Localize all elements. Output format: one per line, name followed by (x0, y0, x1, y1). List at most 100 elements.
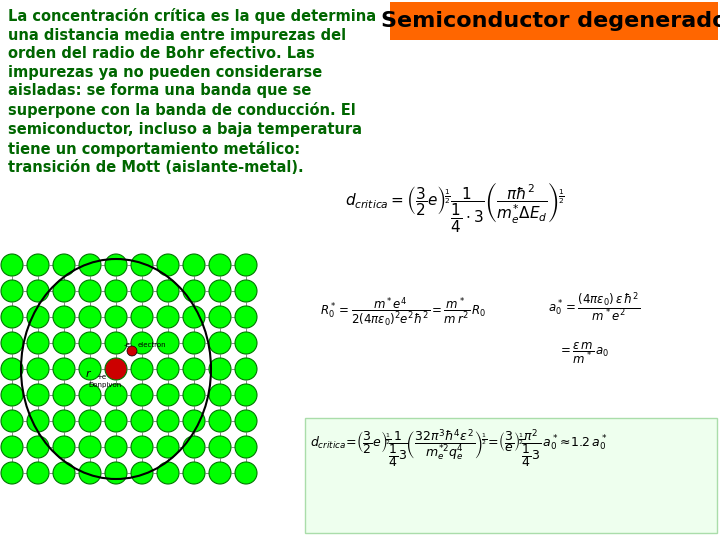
Circle shape (183, 332, 205, 354)
Circle shape (27, 462, 49, 484)
Circle shape (27, 384, 49, 406)
Circle shape (79, 254, 101, 276)
Circle shape (1, 306, 23, 328)
Text: $R_0^* = \dfrac{m^* e^4}{2(4\pi\epsilon_0)^2 e^2 \hbar^2} = \dfrac{m^*}{m\,r^2}\: $R_0^* = \dfrac{m^* e^4}{2(4\pi\epsilon_… (320, 295, 487, 328)
Circle shape (183, 410, 205, 432)
Text: electron: electron (138, 342, 166, 348)
Circle shape (79, 358, 101, 380)
Circle shape (183, 436, 205, 458)
Circle shape (79, 332, 101, 354)
Text: +e: +e (96, 374, 106, 380)
Circle shape (131, 358, 153, 380)
Circle shape (209, 332, 231, 354)
Circle shape (105, 254, 127, 276)
Text: $d_{critica} = \left(\dfrac{3}{2}e\right)^{\!\frac{1}{2}}\dfrac{1}{\dfrac{1}{4}\: $d_{critica} = \left(\dfrac{3}{2}e\right… (345, 180, 565, 234)
Circle shape (79, 410, 101, 432)
Circle shape (183, 384, 205, 406)
Circle shape (79, 306, 101, 328)
Circle shape (1, 436, 23, 458)
Text: La concentración crítica es la que determina
una distancia media entre impurezas: La concentración crítica es la que deter… (8, 8, 376, 176)
Circle shape (53, 254, 75, 276)
Circle shape (235, 280, 257, 302)
Text: $a_0^* = \dfrac{(4\pi\epsilon_0)\,\epsilon\,\hbar^2}{m^* e^2}$: $a_0^* = \dfrac{(4\pi\epsilon_0)\,\epsil… (548, 290, 640, 323)
Circle shape (131, 462, 153, 484)
Circle shape (131, 436, 153, 458)
Circle shape (105, 410, 127, 432)
Circle shape (131, 254, 153, 276)
Circle shape (183, 254, 205, 276)
Circle shape (131, 384, 153, 406)
Circle shape (105, 280, 127, 302)
Circle shape (79, 384, 101, 406)
Circle shape (53, 358, 75, 380)
Circle shape (183, 280, 205, 302)
Circle shape (235, 254, 257, 276)
Circle shape (27, 410, 49, 432)
Circle shape (157, 384, 179, 406)
Circle shape (53, 462, 75, 484)
Circle shape (209, 306, 231, 328)
Circle shape (53, 280, 75, 302)
Circle shape (53, 410, 75, 432)
Circle shape (235, 436, 257, 458)
Circle shape (27, 306, 49, 328)
Circle shape (27, 332, 49, 354)
Circle shape (235, 332, 257, 354)
Circle shape (209, 410, 231, 432)
Circle shape (53, 332, 75, 354)
Circle shape (183, 462, 205, 484)
Circle shape (235, 410, 257, 432)
Circle shape (131, 332, 153, 354)
Circle shape (131, 306, 153, 328)
Circle shape (209, 384, 231, 406)
Circle shape (183, 358, 205, 380)
Circle shape (127, 346, 137, 356)
Circle shape (157, 332, 179, 354)
Circle shape (131, 280, 153, 302)
Circle shape (157, 462, 179, 484)
Circle shape (235, 306, 257, 328)
Circle shape (27, 254, 49, 276)
Circle shape (157, 358, 179, 380)
Circle shape (157, 280, 179, 302)
Circle shape (157, 410, 179, 432)
Circle shape (157, 436, 179, 458)
Circle shape (105, 358, 127, 380)
Circle shape (79, 462, 101, 484)
Circle shape (1, 332, 23, 354)
Circle shape (53, 384, 75, 406)
Circle shape (209, 254, 231, 276)
Circle shape (105, 462, 127, 484)
Circle shape (27, 358, 49, 380)
Circle shape (53, 436, 75, 458)
Circle shape (235, 384, 257, 406)
Circle shape (1, 462, 23, 484)
Circle shape (209, 462, 231, 484)
FancyBboxPatch shape (305, 418, 717, 533)
Text: -e: -e (124, 342, 131, 348)
Circle shape (105, 384, 127, 406)
Circle shape (235, 462, 257, 484)
Circle shape (53, 306, 75, 328)
Circle shape (27, 280, 49, 302)
Circle shape (79, 280, 101, 302)
Text: r: r (86, 369, 91, 379)
Circle shape (105, 332, 127, 354)
Circle shape (1, 358, 23, 380)
Circle shape (27, 436, 49, 458)
Circle shape (105, 436, 127, 458)
FancyBboxPatch shape (390, 2, 718, 40)
Text: Semiconductor degenerado: Semiconductor degenerado (381, 11, 720, 31)
Circle shape (235, 358, 257, 380)
Circle shape (209, 280, 231, 302)
Circle shape (1, 280, 23, 302)
Circle shape (1, 254, 23, 276)
Circle shape (1, 410, 23, 432)
Circle shape (209, 436, 231, 458)
Text: $= \dfrac{\epsilon\, m}{m^*}\,a_0$: $= \dfrac{\epsilon\, m}{m^*}\,a_0$ (558, 340, 609, 366)
Circle shape (183, 306, 205, 328)
Circle shape (79, 436, 101, 458)
Text: $d_{critica}\!=\!\left(\dfrac{3}{2}e\right)^{\!\frac{1}{2}}\!\dfrac{1}{\dfrac{1}: $d_{critica}\!=\!\left(\dfrac{3}{2}e\rig… (310, 428, 608, 470)
Circle shape (131, 410, 153, 432)
Circle shape (157, 306, 179, 328)
